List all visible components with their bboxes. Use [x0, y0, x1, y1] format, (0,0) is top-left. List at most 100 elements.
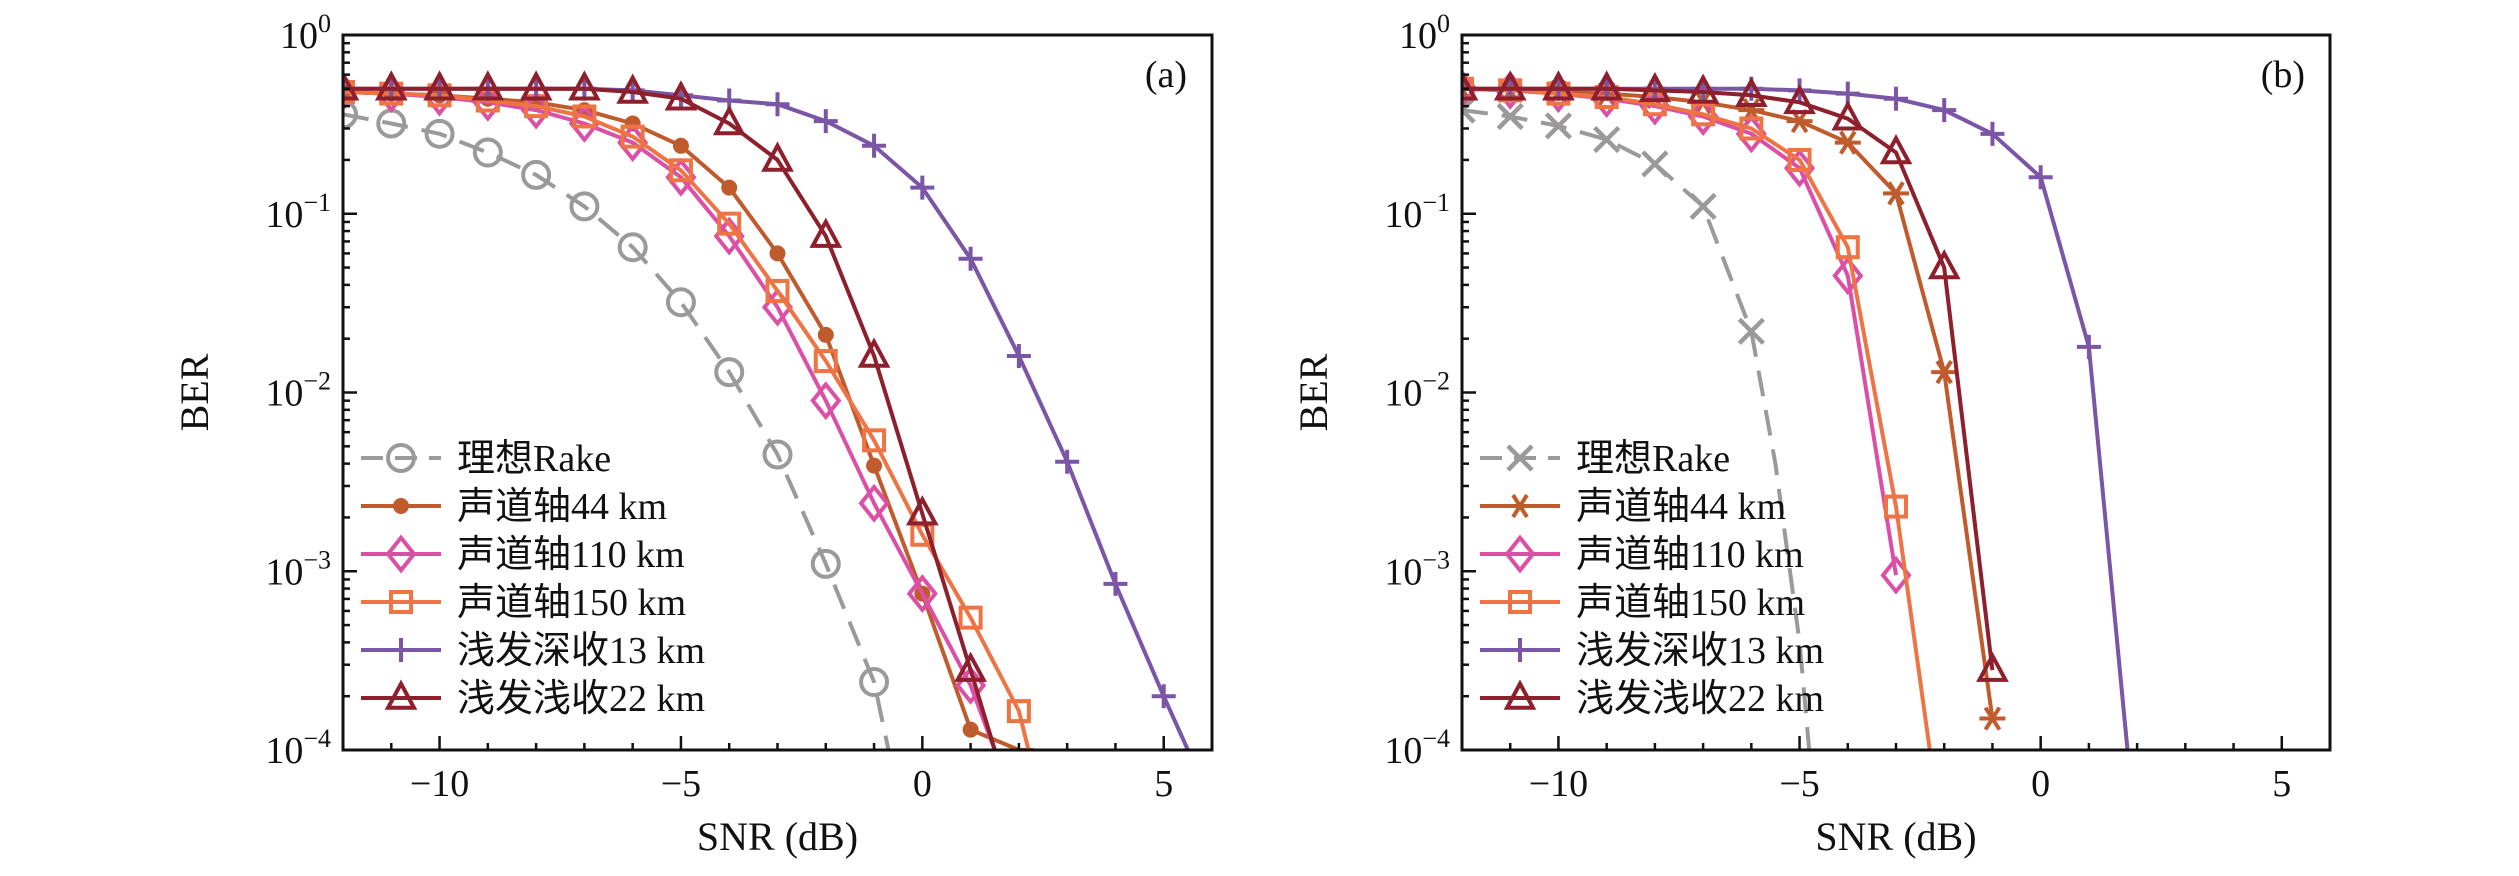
series-5-point: [954, 651, 987, 682]
legend-marker-2: [385, 534, 417, 574]
series-4-point: [1932, 98, 1957, 123]
y-axis-label: BER: [172, 353, 217, 431]
series-4-point: [813, 109, 838, 134]
series-5-point: [712, 104, 746, 136]
legend-label-5: 浅发浅收22 km: [1576, 678, 1824, 720]
legend-marker-4: [389, 638, 413, 662]
legend-marker-1: [393, 498, 409, 514]
series-0-point: [1593, 125, 1621, 154]
panel-a: −10 −5 0 5 10−4 10−3 10−2 10−1 100 SNR (dB) BER (a)…: [172, 9, 1214, 859]
legend-marker-5: [384, 679, 418, 710]
legend-marker-0: [386, 443, 416, 473]
series-4-point: [2076, 334, 2101, 359]
series-3-point: [1739, 116, 1764, 141]
legend: 理想Rake 声道轴44 km 声道轴110 km 声道轴150 km 浅发深收13 k…: [1480, 438, 1824, 720]
series-1-point: [962, 721, 979, 738]
legend-marker-4: [1508, 638, 1532, 662]
series-line-3: [1462, 86, 1932, 750]
series-0-point: [1641, 150, 1669, 178]
series-0-point: [569, 191, 600, 222]
series-line-0: [343, 112, 891, 750]
series-0-point: [617, 232, 648, 263]
series-4-point: [1980, 121, 2005, 146]
series-4-point: [1006, 344, 1031, 369]
series-1-point: [769, 245, 786, 262]
series-3-point: [1884, 494, 1908, 519]
plot-area: [343, 70, 1190, 750]
legend-marker-3: [1508, 590, 1532, 614]
series-3-point: [765, 278, 790, 303]
series-2-point: [810, 381, 842, 421]
series-0-point: [1689, 192, 1717, 220]
y-axis-label: BER: [1291, 353, 1336, 431]
series-1-point: [1834, 130, 1861, 155]
legend-marker-0: [1506, 444, 1534, 472]
series-4-point: [910, 175, 935, 200]
series-2-point: [906, 574, 938, 614]
x-tick-label: 0: [2031, 763, 2050, 805]
legend-label-4: 浅发深收13 km: [1576, 630, 1824, 672]
series-0-point: [1737, 317, 1765, 345]
series-5-point: [568, 70, 601, 101]
series-0-point: [859, 667, 890, 698]
series-0-point: [665, 287, 696, 318]
y-tick-label: 10−4: [265, 724, 331, 772]
series-1-point: [672, 137, 689, 154]
series-3-point: [862, 428, 887, 453]
y-tick-label: 10−3: [265, 545, 331, 593]
series-3-point: [1787, 147, 1812, 172]
series-0-point: [714, 357, 745, 388]
series-3-point: [958, 605, 983, 630]
series-5-point: [423, 70, 456, 101]
legend-marker-5: [1503, 679, 1537, 710]
x-axis-label: SNR (dB): [1815, 814, 1976, 859]
series-3-point: [1691, 102, 1716, 127]
series-4-point: [1103, 571, 1128, 596]
series-5-point: [1734, 76, 1768, 108]
series-0-point: [424, 118, 455, 149]
x-tick-label: −5: [1779, 763, 1819, 805]
legend-label-1: 声道轴44 km: [457, 486, 667, 528]
series-5-point: [1462, 70, 1479, 101]
legend-label-3: 声道轴150 km: [1576, 582, 1805, 624]
series-2-point: [1832, 256, 1864, 296]
legend-label-2: 声道轴110 km: [1576, 534, 1804, 576]
legend-label-1: 声道轴44 km: [1576, 486, 1786, 528]
series-5-point: [519, 70, 553, 101]
series-line-3: [343, 90, 1031, 750]
series-5-point: [1831, 100, 1865, 131]
x-tick-label: −10: [410, 763, 469, 805]
y-tick-label: 10−2: [1384, 367, 1450, 415]
series-0-point: [1462, 96, 1476, 124]
series-5-point: [664, 80, 698, 111]
series-0-point: [343, 99, 358, 130]
series-5-point: [1927, 249, 1961, 280]
series-5-point: [374, 70, 408, 101]
series-5-point: [809, 217, 843, 248]
x-tick-label: 0: [913, 763, 932, 805]
series-4-point: [1055, 449, 1080, 474]
y-tick-label: 10−4: [1384, 724, 1450, 772]
plot-area: [1462, 69, 2130, 750]
series-1-point: [866, 457, 883, 474]
series-0-point: [1544, 112, 1573, 140]
series-5-point: [905, 495, 939, 526]
series-3-point: [620, 124, 645, 149]
panel-label: (a): [1145, 54, 1187, 96]
series-1-point: [1931, 360, 1958, 385]
series-5-point: [761, 141, 794, 172]
series-line-5: [343, 86, 997, 750]
series-3-point: [1006, 699, 1031, 724]
legend-marker-3: [389, 590, 413, 614]
legend-label-4: 浅发深收13 km: [457, 630, 705, 672]
y-tick-label: 10−3: [1384, 545, 1450, 593]
series-5-point: [1783, 83, 1816, 115]
x-axis-label: SNR (dB): [697, 814, 858, 859]
series-2-point: [858, 483, 890, 523]
legend: 理想Rake 声道轴44 km 声道轴110 km 声道轴150 km 浅发深收13 k…: [361, 438, 705, 720]
series-5-point: [343, 70, 360, 101]
legend-marker-1: [1507, 493, 1533, 519]
series-4-point: [958, 246, 983, 271]
